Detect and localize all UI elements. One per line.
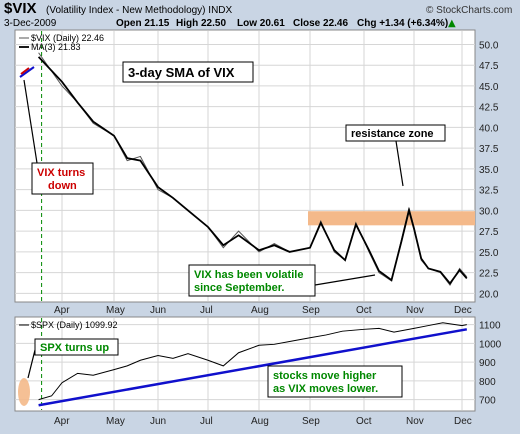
symbol-name: (Volatility Index - New Methodology) IND…	[46, 5, 233, 16]
vix-turns-box	[31, 162, 94, 195]
x-axis: Apr Apr May May Jun Jun Jul Jul Aug Aug Sep Sep Oct O…	[54, 305, 472, 427]
spx-y-axis: 700 800 900 1000 1100	[479, 321, 502, 407]
spx-turns-label: SPX turns up	[40, 342, 109, 354]
x-tick-label: May	[106, 305, 125, 316]
vix-y-tick-label: 30.0	[479, 206, 499, 217]
spx-y-tick-label: 900	[479, 358, 496, 369]
resistance-label-box	[345, 124, 446, 142]
x-tick-label: Jul	[200, 305, 213, 316]
header-open: Open 21.15	[116, 18, 170, 29]
spx-y-tick-label: 700	[479, 396, 496, 407]
vix-turns-label-2: down	[48, 180, 77, 192]
sma-title-box	[122, 61, 254, 83]
vix-turn-mark	[19, 66, 35, 78]
spx-turn-highlight	[18, 378, 30, 406]
vix-y-tick-label: 47.5	[479, 61, 499, 72]
header-date: 3-Dec-2009	[4, 18, 57, 29]
legend-ma: MA(3) 21.83	[31, 42, 81, 52]
x-tick-label-bottom: Nov	[406, 416, 424, 427]
volatile-arrow	[314, 274, 376, 286]
vix-y-tick-label: 37.5	[479, 144, 499, 155]
vix-y-tick-label: 45.0	[479, 82, 499, 93]
vix-y-tick-label: 20.0	[479, 289, 499, 300]
volatile-label-2: since September.	[194, 282, 285, 294]
stocks-box	[267, 365, 403, 398]
header-chg: Chg +1.34 (+6.34%)	[357, 18, 448, 29]
vix-y-axis: 20.0 22.5 25.0 27.5 30.0 32.5 35.0 37.5 40.0 42.5…	[479, 40, 499, 300]
x-tick-label: Sep	[302, 305, 320, 316]
vix-y-tick-label: 50.0	[479, 40, 499, 51]
x-tick-label: Nov	[406, 305, 424, 316]
x-tick-label: Dec	[454, 305, 472, 316]
vix-y-tick-label: 32.5	[479, 186, 499, 197]
vix-y-tick-label: 40.0	[479, 123, 499, 134]
spx-y-tick-label: 800	[479, 377, 496, 388]
vix-turns-arrow	[23, 79, 38, 164]
resistance-arrow	[395, 140, 404, 187]
vix-legend: $VIX (Daily) 22.46 MA(3) 21.83	[19, 33, 104, 52]
spx-y-tick-label: 1100	[479, 321, 501, 332]
x-tick-label: Jun	[150, 305, 166, 316]
x-tick-label-bottom: Sep	[302, 416, 320, 427]
vix-grid	[15, 31, 475, 301]
vix-y-tick-label: 27.5	[479, 227, 499, 238]
x-tick-label: Oct	[356, 305, 372, 316]
x-tick-label-bottom: Dec	[454, 416, 472, 427]
header-high: High 22.50	[176, 18, 226, 29]
x-tick-label-bottom: Jul	[200, 416, 213, 427]
x-tick-label-bottom: Aug	[251, 416, 269, 427]
vix-turns-label-1: VIX turns	[37, 167, 85, 179]
resistance-label: resistance zone	[351, 128, 434, 140]
x-tick-label-bottom: Jun	[150, 416, 166, 427]
chg-arrow-icon: ▲	[448, 18, 456, 29]
volatile-label-1: VIX has been volatile	[194, 269, 303, 281]
vix-turn-mark-red	[20, 67, 30, 75]
resistance-zone-band	[308, 211, 475, 226]
watermark: © StockCharts.com	[426, 5, 512, 16]
x-tick-label: Aug	[251, 305, 269, 316]
x-tick-label-bottom: Apr	[54, 416, 70, 427]
vix-y-tick-label: 22.5	[479, 269, 499, 280]
x-tick-label-bottom: Oct	[356, 416, 372, 427]
spx-trendline	[38, 328, 468, 407]
symbol: $VIX	[4, 0, 37, 17]
vix-y-tick-label: 25.0	[479, 248, 499, 259]
sma-title: 3-day SMA of VIX	[128, 65, 235, 80]
x-tick-label-bottom: May	[106, 416, 125, 427]
header-close: Close 22.46	[293, 18, 348, 29]
spx-turns-arrow	[27, 349, 36, 379]
legend-vix: $VIX (Daily) 22.46	[31, 33, 104, 43]
x-tick-label: Apr	[54, 305, 70, 316]
vix-y-tick-label: 42.5	[479, 103, 499, 114]
vix-y-tick-label: 35.0	[479, 165, 499, 176]
stocks-label-1: stocks move higher	[273, 370, 377, 382]
spx-grid	[15, 318, 475, 410]
spx-price-line	[38, 322, 467, 401]
spx-y-tick-label: 1000	[479, 339, 502, 350]
volatile-box	[188, 264, 316, 297]
spx-turns-box	[34, 338, 119, 356]
header-low: Low 20.61	[237, 18, 285, 29]
stocks-label-2: as VIX moves lower.	[273, 383, 378, 395]
vix-ma3-line	[37, 56, 468, 285]
legend-spx: $SPX (Daily) 1099.92	[31, 320, 118, 330]
